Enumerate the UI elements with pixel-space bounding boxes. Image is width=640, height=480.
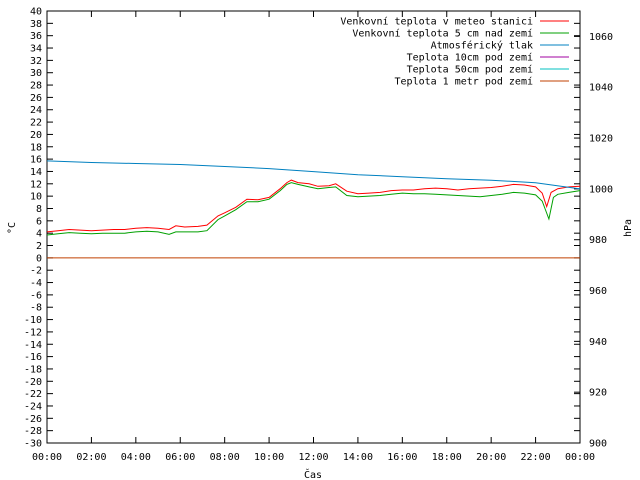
x-tick-label: 20:00: [476, 452, 506, 463]
y-tick-label: -12: [24, 327, 42, 338]
legend-label-6: Teplota 1 metr pod zemí: [395, 76, 533, 88]
x-tick-label: 00:00: [565, 452, 595, 463]
y-tick-label: -10: [24, 315, 42, 326]
x-tick-label: 08:00: [210, 452, 240, 463]
y-tick-label: 36: [30, 31, 42, 42]
x-tick-label: 16:00: [387, 452, 417, 463]
y2-tick-label: 1040: [589, 83, 613, 94]
y-tick-label: 22: [30, 118, 42, 129]
x-tick-label: 02:00: [76, 452, 106, 463]
series-layer: [46, 160, 581, 259]
x-tick-label: 18:00: [432, 452, 462, 463]
y-tick-label: -2: [30, 266, 42, 277]
y-tick-label: -28: [24, 426, 42, 437]
y-tick-label: -20: [24, 377, 42, 388]
y-tick-label: 18: [30, 142, 42, 153]
legend-label-1: Venkovní teplota v meteo stanici: [340, 16, 533, 28]
y-tick-label: -6: [30, 290, 42, 301]
y-tick-label: 2: [36, 241, 42, 252]
y-tick-label: -18: [24, 364, 42, 375]
y-tick-label: -16: [24, 352, 42, 363]
y-tick-label: 6: [36, 216, 42, 227]
y2-tick-label: 920: [589, 388, 607, 399]
legend-label-2: Venkovní teplota 5 cm nad zemí: [352, 28, 533, 40]
y-tick-label: -14: [24, 340, 42, 351]
y-tick-label: 38: [30, 19, 42, 30]
y-tick-label: 0: [36, 253, 42, 264]
y2-tick-label: 1000: [589, 184, 613, 195]
legend-label-4: Teplota 10cm pod zemí: [407, 52, 533, 64]
y2-axis-label: hPa: [623, 219, 634, 237]
y2-tick-label: 960: [589, 286, 607, 297]
y-tick-label: 4: [36, 229, 42, 240]
x-axis: 00:00 02:00 04:00 06:00 08:00 10:00 12:00 14:00…: [32, 11, 595, 463]
y-tick-label: 34: [30, 44, 42, 55]
y-tick-label: -24: [24, 401, 42, 412]
legend-label-5: Teplota 50cm pod zemí: [407, 64, 533, 76]
y-tick-label: 30: [30, 68, 42, 79]
x-tick-label: 14:00: [343, 452, 373, 463]
x-tick-label: 06:00: [165, 452, 195, 463]
y-tick-label: -8: [30, 303, 42, 314]
y-tick-label: 16: [30, 155, 42, 166]
y-tick-label: 32: [30, 56, 42, 67]
x-tick-label: 00:00: [32, 452, 62, 463]
x-axis-label: Čas: [304, 468, 322, 480]
y-tick-label: -26: [24, 414, 42, 425]
x-tick-label: 12:00: [298, 452, 328, 463]
x-tick-label: 04:00: [121, 452, 151, 463]
y-tick-label: 28: [30, 81, 42, 92]
y-tick-label: 12: [30, 179, 42, 190]
y-tick-label: 40: [30, 7, 42, 18]
y-tick-label: 10: [30, 192, 42, 203]
x-tick-label: 10:00: [254, 452, 284, 463]
y-tick-label: 24: [30, 105, 42, 116]
y2-tick-label: 900: [589, 439, 607, 450]
legend: Venkovní teplota v meteo staniciVenkovní…: [340, 16, 569, 88]
series-line-1: [46, 179, 581, 233]
y-axis-left: -30-28-26-24-22-20-18-16-14-12-10-8-6-4-…: [24, 7, 580, 450]
y-tick-label: -30: [24, 439, 42, 450]
y-tick-label: 26: [30, 93, 42, 104]
y-axis-right: 900 920 940 960 980 1000 1020 1040 1060: [574, 32, 613, 450]
y-tick-label: 20: [30, 130, 42, 141]
legend-label-3: Atmosférický tlak: [431, 40, 533, 52]
y2-tick-label: 1020: [589, 134, 613, 145]
y-tick-label: -4: [30, 278, 42, 289]
series-line-2: [46, 182, 581, 236]
y2-tick-label: 980: [589, 235, 607, 246]
y-axis-label: °C: [7, 222, 18, 234]
y2-tick-label: 940: [589, 337, 607, 348]
series-line-3: [46, 160, 581, 190]
y-tick-label: -22: [24, 389, 42, 400]
y-tick-label: 14: [30, 167, 42, 178]
y-tick-label: 8: [36, 204, 42, 215]
y2-tick-label: 1060: [589, 32, 613, 43]
x-tick-label: 22:00: [521, 452, 551, 463]
